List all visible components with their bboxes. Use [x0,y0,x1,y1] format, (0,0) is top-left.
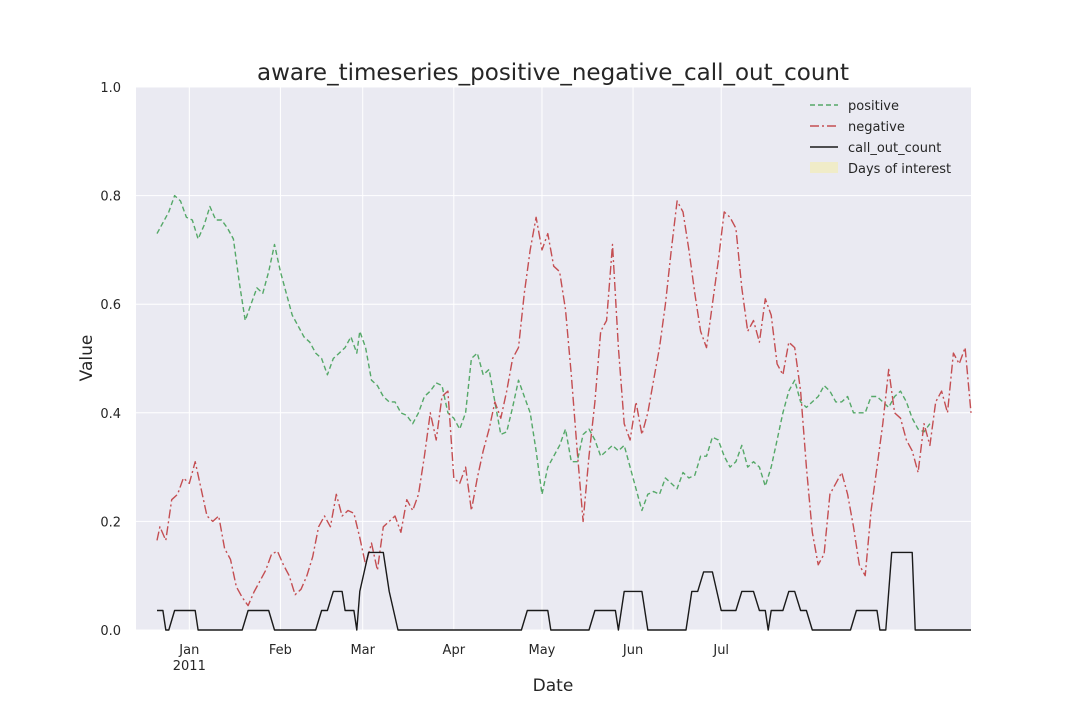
legend-label: call_out_count [848,141,941,156]
legend-item: call_out_count [810,141,941,156]
x-tick-label: Jan [178,643,199,658]
series-line-negative [156,200,972,607]
series-line-call-out-count [157,551,971,631]
legend-label: Days of interest [848,162,951,177]
x-tick-label: Jun [622,643,643,658]
x-tick-label: Mar [350,643,375,658]
x-tick-label: Jul [712,643,729,658]
y-tick-label: 0.6 [100,298,121,313]
legend-label: positive [848,99,899,114]
x-tick-label: Feb [269,643,292,658]
y-tick-label: 0.2 [100,515,121,530]
chart-title: aware_timeseries_positive_negative_call_… [257,60,849,86]
y-tick-label: 0.4 [100,407,121,422]
y-tick-label: 0.0 [100,624,121,639]
series-line-positive [156,194,931,512]
legend-item: positive [810,99,899,114]
grid-lines [136,86,971,631]
y-tick-label: 1.0 [100,81,121,96]
plot-area [136,87,971,630]
x-tick-label: Apr [443,643,466,658]
legend-item: negative [810,120,905,135]
y-axis-label: Value [77,335,97,382]
y-tick-label: 0.8 [100,190,121,205]
legend-item: Days of interest [810,162,951,177]
legend: positive negative call_out_count Days of in… [810,99,951,177]
x-tick-label: May [529,643,556,658]
y-axis-ticks: 0.0 0.2 0.4 0.6 0.8 1.0 [100,81,121,639]
x-tick-sublabel: 2011 [173,659,206,674]
x-axis-label: Date [533,676,574,696]
legend-swatch [810,162,838,173]
series-lines [156,194,972,631]
legend-label: negative [848,120,905,135]
